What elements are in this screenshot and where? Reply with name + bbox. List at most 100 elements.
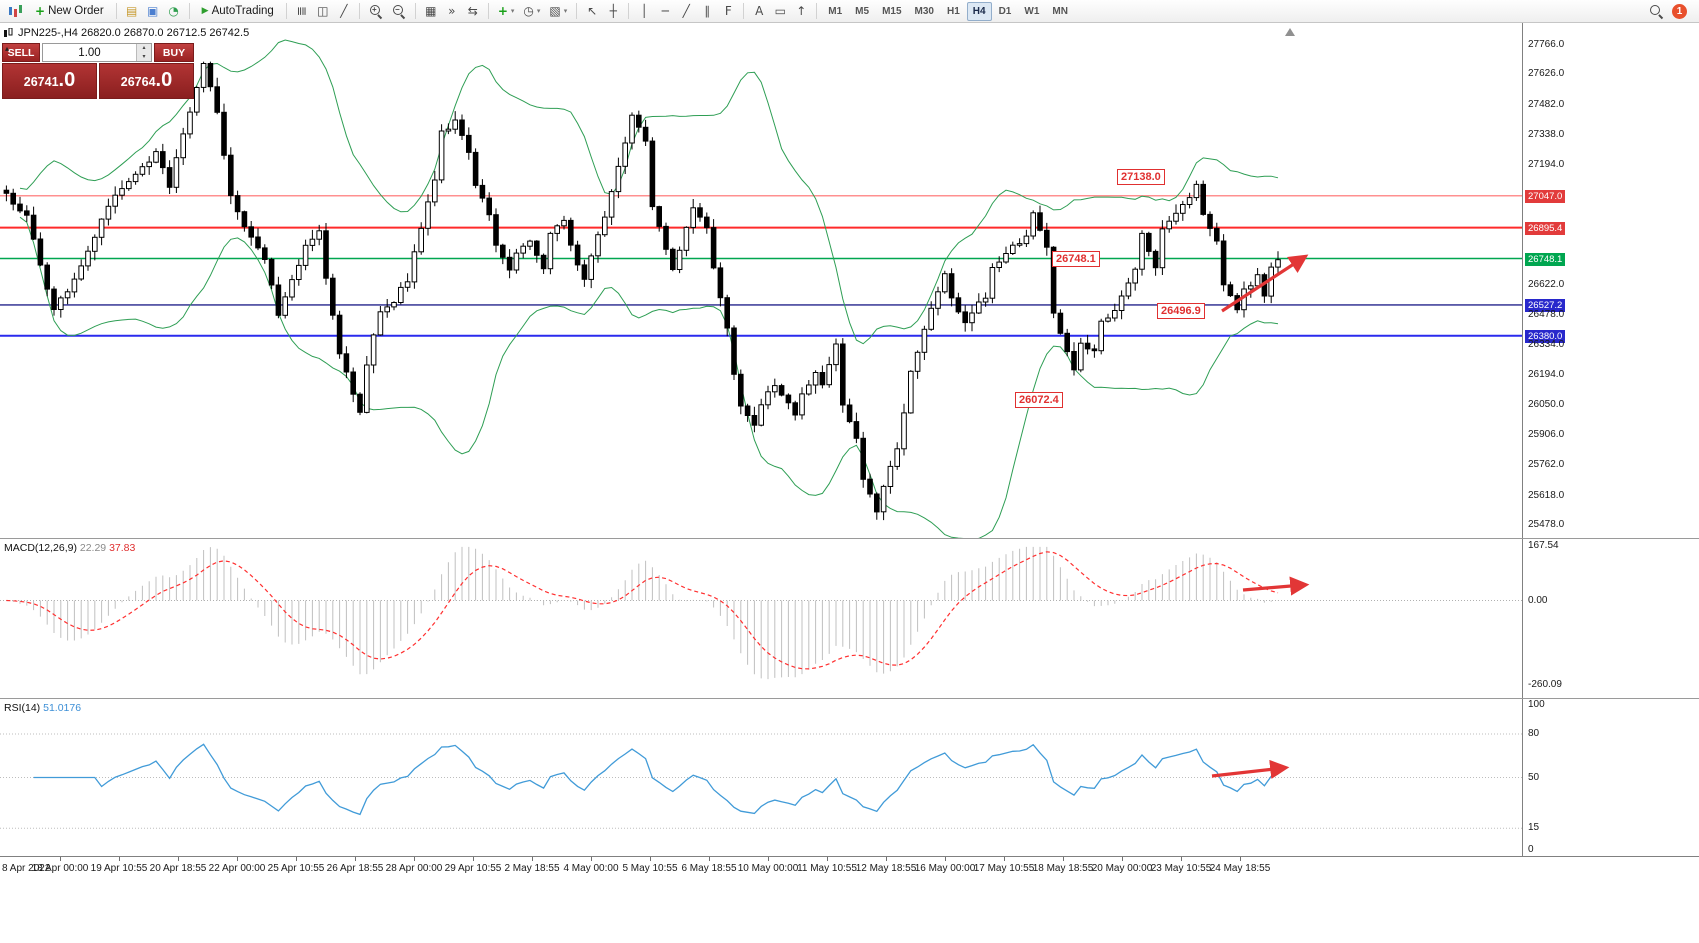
time-tick-mark — [60, 857, 61, 861]
price-tick: 26194.0 — [1528, 369, 1565, 380]
time-tick: 12 May 18:55 — [855, 863, 917, 874]
toolbar-separator — [188, 3, 190, 19]
timeframe-m15[interactable]: M15 — [882, 5, 902, 17]
charts-icon[interactable]: ▤ — [126, 4, 138, 18]
time-tick: 16 May 00:00 — [914, 863, 976, 874]
templates-button[interactable]: ▧ ▾ — [549, 4, 568, 18]
zoom-out-button[interactable]: − — [388, 2, 410, 21]
horizontal-line-icon[interactable]: ─ — [661, 4, 669, 18]
main-toolbar: + New Order ▤ ▣ ◔ ▶ AutoTrading ≣ ◫ ╱ + − ▦» ⇆ + ▾… — [0, 0, 1699, 23]
timeframe-h1[interactable]: H1 — [946, 5, 960, 17]
price-axis[interactable]: 27766.0 27626.0 27482.0 27338.0 27194.0 27047… — [1522, 23, 1699, 856]
autotrading-button[interactable]: ▶ AutoTrading — [195, 2, 281, 21]
timeframe-h4[interactable]: H4 — [966, 1, 992, 21]
price-chart[interactable] — [0, 23, 1522, 539]
buy-price-int: 26764 — [120, 75, 156, 89]
cursor-icon[interactable]: ↖ — [587, 4, 598, 18]
time-tick: 2 May 18:55 — [504, 863, 560, 874]
macd-name: MACD(12,26,9) — [4, 542, 77, 554]
macd-tick: 0.00 — [1528, 595, 1548, 606]
time-tick: 11 May 10:55 — [797, 863, 857, 874]
sell-price-button[interactable]: 26741.0 — [2, 63, 97, 99]
autotrading-play-icon: ▶ — [201, 6, 209, 16]
toolbar-separator — [487, 3, 489, 19]
new-order-button[interactable]: + New Order — [28, 2, 111, 21]
search-button[interactable] — [1645, 2, 1667, 21]
time-tick: 5 May 10:55 — [622, 863, 678, 874]
time-tick: 4 May 00:00 — [563, 863, 619, 874]
price-tick: 25906.0 — [1528, 429, 1565, 440]
toolbar-separator — [285, 3, 287, 19]
chart-window: JPN225-,H4 26820.0 26870.0 26712.5 26742… — [0, 23, 1699, 943]
toolbar-separator — [115, 3, 117, 19]
timeframe-m5[interactable]: M5 — [855, 5, 870, 17]
symbol-ohlc-text: JPN225-,H4 26820.0 26870.0 26712.5 26742… — [18, 27, 250, 39]
panel-separator[interactable] — [0, 698, 1699, 699]
time-tick-mark — [473, 857, 474, 861]
candlestick-icon — [4, 28, 13, 37]
timeframe-m1[interactable]: M1 — [828, 5, 843, 17]
label-icon[interactable]: ▭ — [774, 4, 786, 18]
auto-scroll-icon[interactable]: » — [448, 4, 456, 18]
time-tick-mark — [886, 857, 887, 861]
price-tick: 26050.0 — [1528, 399, 1565, 410]
macd-chart[interactable] — [0, 540, 1522, 697]
sell-price-frac: .0 — [58, 69, 76, 91]
time-tick: 17 May 10:55 — [973, 863, 1035, 874]
chart-ohlc-header: JPN225-,H4 26820.0 26870.0 26712.5 26742… — [3, 27, 249, 39]
time-tick: 10 May 00:00 — [737, 863, 799, 874]
fibonacci-icon[interactable]: F — [724, 4, 732, 18]
timeframe-d1[interactable]: D1 — [998, 5, 1012, 17]
sell-price-int: 26741 — [23, 75, 59, 89]
notification-badge[interactable]: 1 — [1672, 3, 1687, 19]
volume-up-button[interactable]: ▴ — [137, 44, 151, 53]
arrows-icon[interactable]: ↑ — [796, 4, 807, 18]
buy-price-button[interactable]: 26764.0 — [99, 63, 194, 99]
rsi-chart[interactable] — [0, 700, 1522, 856]
time-tick: 20 Apr 18:55 — [149, 863, 207, 874]
zoom-in-button[interactable]: + — [365, 2, 387, 21]
time-axis[interactable]: 8 Apr 2022 18 Apr 00:00 19 Apr 10:55 20 Apr… — [0, 856, 1699, 878]
tile-windows-icon[interactable]: ▦ — [425, 4, 437, 18]
time-tick-mark — [768, 857, 769, 861]
text-icon[interactable]: A — [755, 4, 764, 18]
one-click-collapse-icon[interactable]: ▴ — [5, 44, 10, 53]
timeframe-m30[interactable]: M30 — [914, 5, 934, 17]
macd-signal-value: 37.83 — [109, 542, 136, 554]
zoom-out-icon: − — [392, 4, 406, 18]
timeframe-w1[interactable]: W1 — [1024, 5, 1040, 17]
refresh-icon[interactable]: ◔ — [168, 4, 179, 18]
rsi-tick: 100 — [1528, 699, 1545, 710]
time-tick-mark — [178, 857, 179, 861]
volume-input[interactable] — [43, 44, 136, 61]
candlestick-chart-icon[interactable]: ◫ — [317, 4, 329, 18]
periods-button[interactable]: ◷ ▾ — [523, 4, 541, 18]
profiles-icon[interactable]: ▣ — [147, 4, 159, 18]
vertical-line-icon[interactable]: │ — [640, 4, 648, 18]
time-tick-mark — [1004, 857, 1005, 861]
rsi-tick: 50 — [1528, 772, 1540, 783]
buy-button[interactable]: BUY — [154, 43, 194, 62]
zoom-in-icon: + — [369, 4, 383, 18]
chart-shift-icon[interactable]: ⇆ — [467, 4, 478, 18]
time-tick-mark — [709, 857, 710, 861]
bar-chart-icon[interactable]: ≣ — [294, 5, 309, 17]
sell-button[interactable]: SELL — [2, 43, 40, 62]
timeframe-mn[interactable]: MN — [1052, 5, 1068, 17]
indicators-button[interactable]: + ▾ — [497, 4, 515, 18]
volume-down-button[interactable]: ▾ — [137, 52, 151, 61]
panel-separator[interactable] — [0, 538, 1699, 539]
rsi-panel: RSI(14) 51.0176 — [0, 700, 1699, 856]
line-chart-icon[interactable]: ╱ — [340, 4, 348, 18]
timeframe-group: M1 M5 M15 M30 H1 H4 D1 W1 MN — [822, 1, 1074, 21]
app-chart-icon — [4, 2, 27, 21]
new-order-icon: + — [35, 4, 46, 18]
time-tick-mark — [355, 857, 356, 861]
trendline-icon[interactable]: ╱ — [682, 4, 690, 18]
time-tick: 8 Apr 2022 — [2, 863, 51, 874]
price-tick: 27338.0 — [1528, 129, 1565, 140]
time-tick-mark — [414, 857, 415, 861]
crosshair-icon[interactable]: ┼ — [609, 4, 617, 18]
channel-icon[interactable]: ∥ — [704, 4, 711, 18]
